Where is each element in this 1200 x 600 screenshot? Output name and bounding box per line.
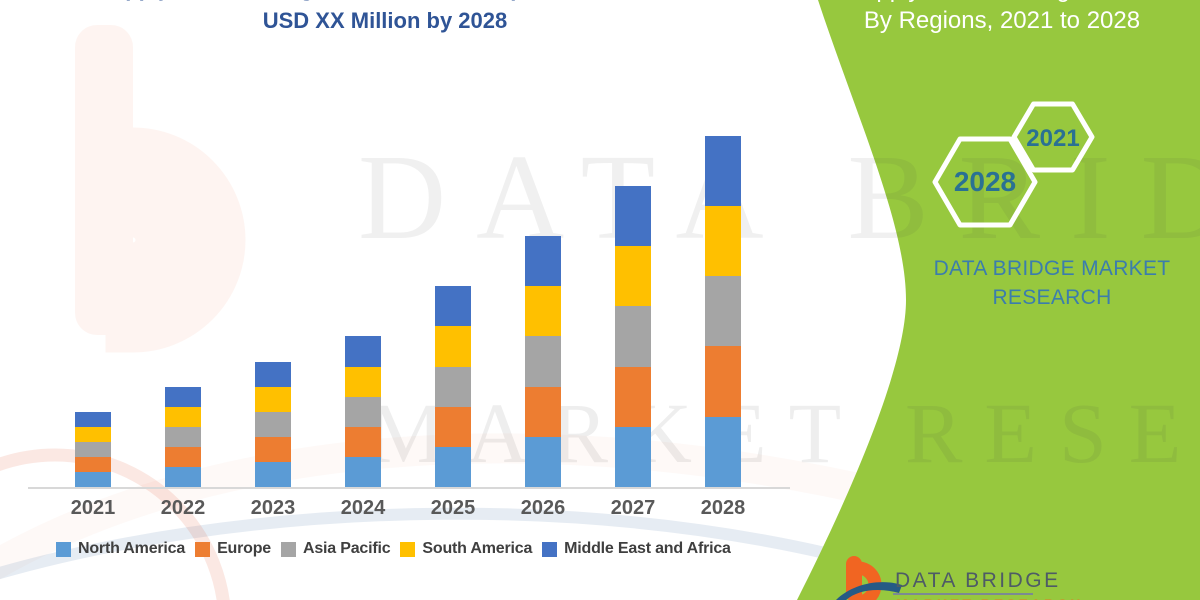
bar-2023 (255, 361, 291, 488)
bar-segment-asia-pacific-2027 (615, 306, 651, 367)
bar-segment-europe-2027 (615, 366, 651, 427)
bar-segment-south-america-2023 (255, 386, 291, 412)
bar-segment-europe-2028 (705, 346, 741, 417)
legend-item-europe: Europe (195, 540, 271, 558)
bar-2028 (705, 135, 741, 487)
bar-segment-middle-east-and-africa-2022 (165, 386, 201, 407)
bar-segment-north-america-2021 (75, 471, 111, 487)
bar-segment-north-america-2027 (615, 426, 651, 487)
bar-segment-north-america-2022 (165, 466, 201, 487)
hexagon-2021: 2021 (1011, 101, 1095, 173)
bar-segment-south-america-2022 (165, 406, 201, 427)
legend-item-north-america: North America (56, 540, 185, 558)
bar-segment-asia-pacific-2028 (705, 276, 741, 347)
hexagon-2028: 2028 (932, 136, 1038, 228)
bar-segment-middle-east-and-africa-2024 (345, 336, 381, 367)
panel-heading-line1-cropped: Supply Chain Management Market, (847, 0, 1200, 4)
footer-subtext-cropped: MARKET RESEARCH (896, 596, 1083, 600)
chart-title-line1-cropped: Supply Chain Management Market is expect… (0, 0, 770, 2)
bar-segment-middle-east-and-africa-2028 (705, 135, 741, 206)
bar-segment-europe-2022 (165, 446, 201, 467)
legend-swatch-north-america (56, 541, 71, 557)
legend-swatch-south-america (400, 541, 416, 557)
legend-item-south-america: South America (400, 540, 532, 558)
bar-2027 (615, 185, 651, 487)
bar-2025 (435, 286, 471, 487)
legend: North America Europe Asia Pacific South Ame… (56, 540, 731, 558)
bar-segment-asia-pacific-2026 (525, 336, 561, 387)
x-axis-label-2026: 2026 (520, 497, 566, 519)
bar-segment-middle-east-and-africa-2021 (75, 411, 111, 427)
bar-segment-asia-pacific-2021 (75, 441, 111, 457)
bar-segment-south-america-2027 (615, 246, 651, 307)
bar-2024 (345, 336, 381, 487)
legend-swatch-middle-east-and-africa (542, 541, 558, 557)
x-axis-label-2024: 2024 (340, 497, 386, 519)
bar-segment-europe-2021 (75, 456, 111, 472)
legend-swatch-europe (195, 541, 211, 557)
bar-segment-europe-2023 (255, 436, 291, 462)
bar-segment-south-america-2025 (435, 326, 471, 367)
x-axis-label-2025: 2025 (430, 497, 476, 519)
bar-segment-europe-2026 (525, 386, 561, 437)
bar-segment-south-america-2024 (345, 366, 381, 397)
bar-segment-south-america-2028 (705, 205, 741, 277)
bar-segment-north-america-2024 (345, 456, 381, 487)
x-axis-label-2028: 2028 (700, 497, 746, 519)
x-axis-label-2022: 2022 (160, 497, 206, 519)
bar-2022 (165, 386, 201, 487)
bar-2021 (75, 411, 111, 487)
bar-segment-europe-2025 (435, 406, 471, 447)
watermark-swoosh-blue (0, 507, 942, 591)
legend-swatch-asia-pacific (280, 541, 296, 557)
panel-brand-text: DATA BRIDGE MARKET RESEARCH (902, 254, 1200, 312)
legend-label: Asia Pacific (302, 540, 391, 557)
plot-area: 2021 2022 2023 2024 2025 2026 2027 2028 (28, 135, 790, 519)
bar-segment-north-america-2023 (255, 461, 291, 487)
bar-segment-south-america-2026 (525, 286, 561, 337)
watermark-swoosh-orange (0, 433, 934, 580)
bar-segment-asia-pacific-2025 (435, 366, 471, 407)
legend-label: South America (422, 540, 533, 557)
data-bridge-logo-icon (836, 556, 902, 600)
panel-brand-line1: DATA BRIDGE MARKET (933, 257, 1171, 280)
footer-brand-text: DATA BRIDGE (895, 569, 1061, 592)
bar-segment-europe-2024 (345, 426, 381, 457)
legend-item-middle-east-and-africa: Middle East and Africa (542, 540, 731, 558)
hexagon-2021-label: 2021 (1026, 125, 1079, 152)
bar-segment-asia-pacific-2022 (165, 426, 201, 447)
watermark-arc-red (0, 448, 230, 600)
x-axis-line (28, 487, 790, 489)
chart-title: USD XX Million by 2028 (262, 8, 508, 33)
panel-brand-line2: RESEARCH (992, 286, 1112, 309)
legend-label: Middle East and Africa (564, 540, 731, 557)
legend-label: Europe (217, 540, 271, 557)
bar-segment-south-america-2021 (75, 426, 111, 442)
footer-underline (893, 593, 1033, 595)
bar-segment-asia-pacific-2024 (345, 396, 381, 427)
bar-segment-asia-pacific-2023 (255, 411, 291, 437)
panel-heading: By Regions, 2021 to 2028 (863, 7, 1141, 34)
legend-item-asia-pacific: Asia Pacific (280, 540, 391, 558)
bar-segment-north-america-2026 (525, 436, 561, 487)
bar-segment-middle-east-and-africa-2026 (525, 236, 561, 287)
bar-segment-north-america-2028 (705, 416, 741, 487)
bar-segment-middle-east-and-africa-2025 (435, 286, 471, 327)
bar-2026 (525, 236, 561, 487)
x-axis-label-2021: 2021 (70, 497, 116, 519)
bar-segment-middle-east-and-africa-2023 (255, 361, 291, 387)
x-axis-label-2023: 2023 (250, 497, 296, 519)
bar-segment-north-america-2025 (435, 446, 471, 487)
legend-label: North America (78, 540, 186, 557)
hexagon-2028-label: 2028 (954, 166, 1016, 197)
x-axis-label-2027: 2027 (610, 497, 656, 519)
bar-segment-middle-east-and-africa-2027 (615, 185, 651, 247)
